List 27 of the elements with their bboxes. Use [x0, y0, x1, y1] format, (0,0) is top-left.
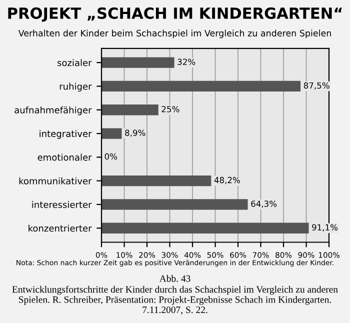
y-tick-label: interessierter [32, 201, 92, 208]
bar [102, 80, 301, 92]
y-tick-label: konzentrierter [28, 224, 92, 232]
data-label: 0% [104, 153, 118, 160]
bar [102, 222, 309, 234]
data-label: 64,3% [251, 200, 277, 208]
data-label: 25% [162, 106, 180, 112]
chart-subtitle: Verhalten der Kinder beim Schachspiel im Vergleich zu anderen Spielen [18, 30, 331, 38]
y-tick-label: ruhiger [60, 82, 92, 92]
y-tick-label: emotionaler [38, 154, 92, 161]
data-label: 48,2% [214, 176, 240, 184]
data-label: 91,1% [312, 224, 338, 232]
data-label: 87,5% [304, 82, 330, 90]
bar [102, 57, 174, 68]
data-label: 8,9% [125, 130, 146, 137]
bar [102, 128, 122, 139]
chart-title: PROJEKT „SCHACH IM KINDERGARTEN“ [8, 7, 342, 22]
y-tick-label: kommunikativer [19, 177, 92, 184]
y-tick-label: integrativer [40, 130, 92, 139]
caption: Abb. 43 [159, 274, 190, 282]
y-tick-label: sozialer [57, 59, 92, 66]
y-tick-label: aufnahmefähiger [14, 106, 92, 116]
text: Entwicklungsfortschritte der Kinder durch das Schachspiel im Vergleich zu anderen Spielen. R. Schreiber, Präsentation: Projekt-Ergebnisse Schach im Kindergarten. 7.11.2007, S. 22. [12, 286, 338, 314]
data-label: 32% [178, 58, 196, 65]
bar [102, 199, 248, 210]
bar [102, 104, 158, 116]
bar [102, 176, 212, 186]
